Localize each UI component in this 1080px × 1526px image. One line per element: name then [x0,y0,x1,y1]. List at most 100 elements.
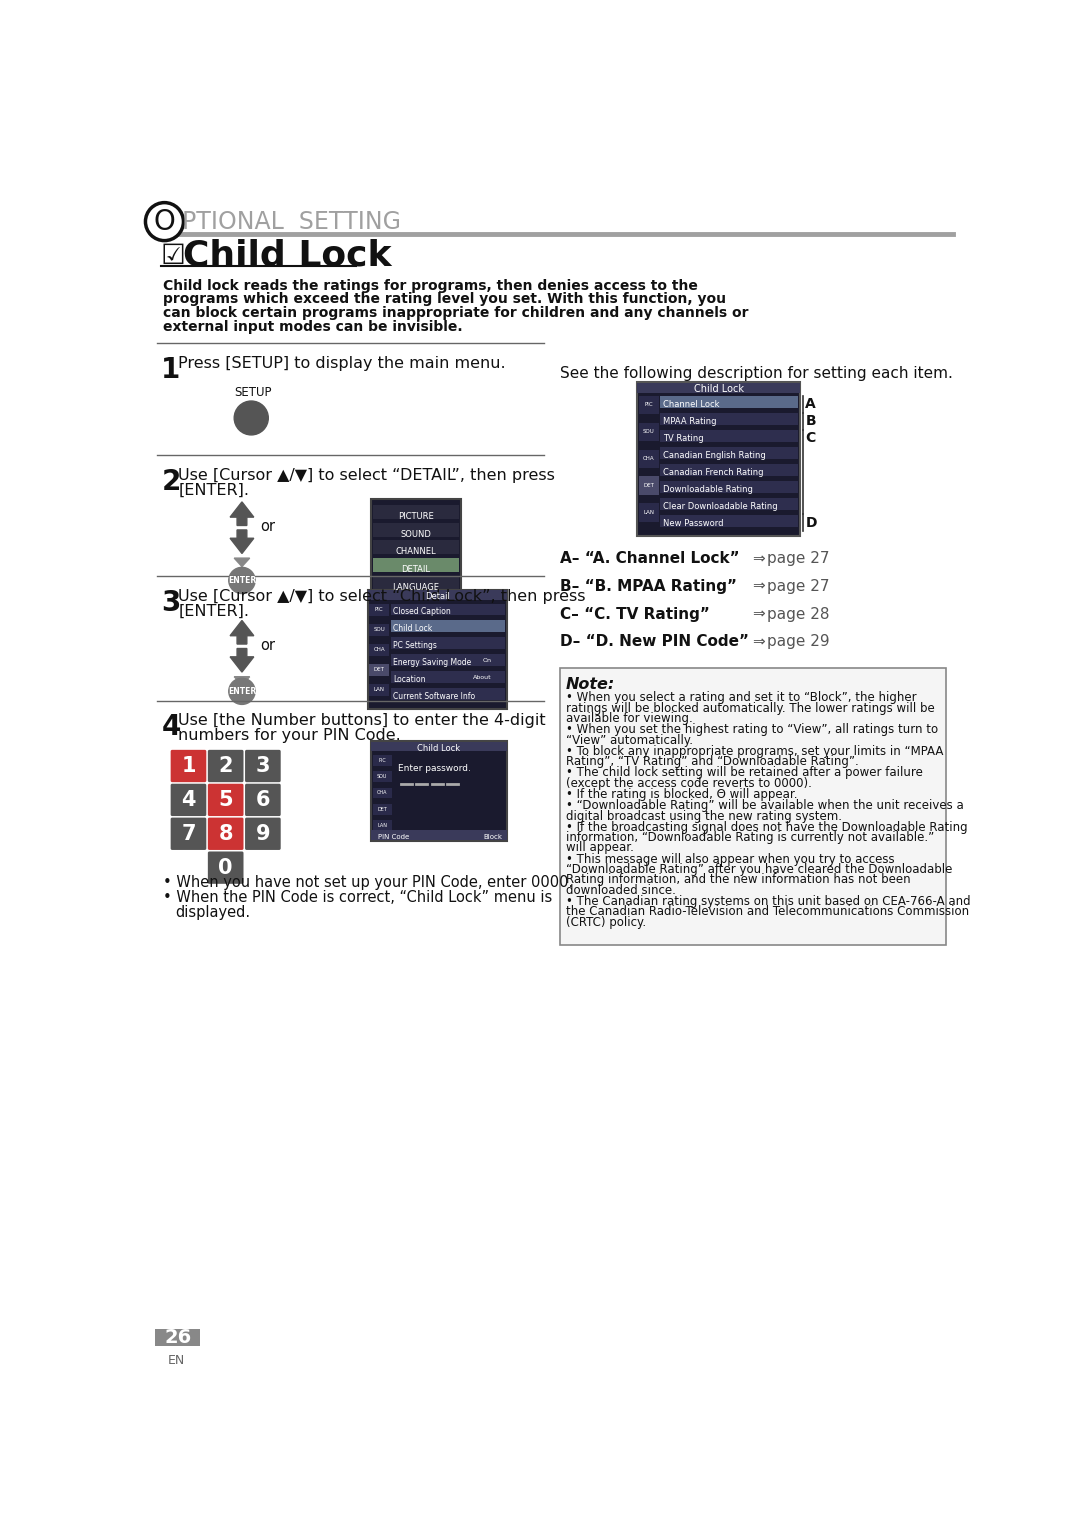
FancyBboxPatch shape [369,664,389,676]
Text: page 27: page 27 [768,578,829,594]
Text: 3: 3 [256,755,270,777]
FancyBboxPatch shape [156,1329,200,1346]
Text: • The child lock setting will be retained after a power failure: • The child lock setting will be retaine… [566,766,922,780]
FancyBboxPatch shape [391,655,505,665]
Text: Downloadable Rating: Downloadable Rating [663,485,753,494]
Text: • When you have not set up your PIN Code, enter 0000.: • When you have not set up your PIN Code… [163,874,573,890]
Text: B: B [806,414,816,429]
Text: will appear.: will appear. [566,841,634,855]
FancyBboxPatch shape [367,591,507,600]
Text: PIC: PIC [645,403,653,407]
Text: • “Downloadable Rating” will be available when the unit receives a: • “Downloadable Rating” will be availabl… [566,800,963,812]
Text: Channel Lock: Channel Lock [663,400,719,409]
FancyBboxPatch shape [661,514,798,526]
Text: • This message will also appear when you try to access: • This message will also appear when you… [566,853,894,865]
Text: D– “D. New PIN Code”: D– “D. New PIN Code” [559,635,748,650]
Text: (except the access code reverts to 0000).: (except the access code reverts to 0000)… [566,777,812,790]
Text: 1: 1 [161,356,180,383]
FancyBboxPatch shape [372,742,507,751]
FancyBboxPatch shape [638,476,659,494]
Text: Clear Downloadable Rating: Clear Downloadable Rating [663,502,778,511]
Text: Closed Caption: Closed Caption [393,607,450,617]
Text: Rating information, and the new information has not been: Rating information, and the new informat… [566,873,910,887]
FancyBboxPatch shape [373,819,392,830]
Text: O: O [153,208,175,235]
Text: information, “Downloadable Rating is currently not available.”: information, “Downloadable Rating is cur… [566,832,934,844]
FancyBboxPatch shape [373,523,459,537]
FancyBboxPatch shape [391,671,505,682]
Text: EN: EN [167,1354,185,1366]
Text: • When the PIN Code is correct, “Child Lock” menu is: • When the PIN Code is correct, “Child L… [163,890,552,905]
FancyBboxPatch shape [559,668,946,946]
Text: • When you set the highest rating to “View”, all ratings turn to: • When you set the highest rating to “Vi… [566,723,939,736]
FancyBboxPatch shape [171,818,206,850]
FancyBboxPatch shape [391,604,505,615]
FancyBboxPatch shape [207,818,243,850]
Text: CHANNEL: CHANNEL [395,548,436,557]
FancyBboxPatch shape [207,852,243,884]
Polygon shape [234,559,249,566]
Text: [ENTER].: [ENTER]. [178,604,249,618]
Text: 2: 2 [218,755,233,777]
Text: SETUP: SETUP [234,386,272,398]
Text: LANGUAGE: LANGUAGE [392,583,440,592]
Text: PC Settings: PC Settings [393,641,437,650]
Circle shape [234,401,268,435]
FancyBboxPatch shape [661,397,798,407]
FancyBboxPatch shape [369,644,389,656]
Text: ⇒: ⇒ [752,578,765,594]
Text: Canadian English Rating: Canadian English Rating [663,452,766,459]
Text: Child Lock: Child Lock [693,385,743,394]
FancyBboxPatch shape [245,818,281,850]
FancyBboxPatch shape [373,559,459,572]
Text: displayed.: displayed. [175,905,251,920]
FancyBboxPatch shape [661,447,798,459]
Text: 26: 26 [164,1328,191,1347]
Polygon shape [230,530,254,554]
Text: ⇒: ⇒ [752,635,765,650]
Text: numbers for your PIN Code.: numbers for your PIN Code. [178,728,401,743]
Text: Use [Cursor ▲/▼] to select “Child Lock”, then press: Use [Cursor ▲/▼] to select “Child Lock”,… [178,589,585,604]
Text: B– “B. MPAA Rating”: B– “B. MPAA Rating” [559,578,737,594]
Text: Child Lock: Child Lock [393,624,432,633]
Text: PICTURE: PICTURE [397,511,433,520]
Text: 6: 6 [256,790,270,810]
FancyBboxPatch shape [245,784,281,816]
Text: Block: Block [484,833,503,839]
Text: Current Software Info: Current Software Info [393,693,475,700]
FancyBboxPatch shape [373,772,392,783]
Text: CHA: CHA [377,790,388,795]
Text: SOU: SOU [374,627,384,632]
Text: Rating”, “TV Rating” and “Downloadable Rating”.: Rating”, “TV Rating” and “Downloadable R… [566,755,859,768]
Text: downloaded since.: downloaded since. [566,884,676,897]
Text: 0: 0 [218,858,233,877]
Text: Child lock reads the ratings for programs, then denies access to the: Child lock reads the ratings for program… [163,279,698,293]
FancyBboxPatch shape [391,688,505,700]
Text: digital broadcast using the new rating system.: digital broadcast using the new rating s… [566,809,842,823]
Text: ENTER: ENTER [228,687,256,696]
Text: can block certain programs inappropriate for children and any channels or: can block certain programs inappropriate… [163,307,748,320]
FancyBboxPatch shape [637,383,800,392]
FancyBboxPatch shape [373,755,392,766]
Text: 3: 3 [161,589,180,617]
FancyBboxPatch shape [638,395,659,414]
Text: SOUND: SOUND [400,530,431,539]
Text: • When you select a rating and set it to “Block”, the higher: • When you select a rating and set it to… [566,691,917,705]
Text: page 29: page 29 [768,635,831,650]
Text: C– “C. TV Rating”: C– “C. TV Rating” [559,607,710,621]
FancyBboxPatch shape [661,481,798,493]
FancyBboxPatch shape [369,604,389,617]
Text: Note:: Note: [566,678,616,693]
Text: LAN: LAN [644,510,654,516]
Text: programs which exceed the rating level you set. With this function, you: programs which exceed the rating level y… [163,293,726,307]
Polygon shape [230,621,254,644]
Text: 1: 1 [181,755,195,777]
FancyBboxPatch shape [637,382,800,536]
Text: 2: 2 [161,468,180,496]
Text: About: About [473,674,491,681]
Text: • If the broadcasting signal does not have the Downloadable Rating: • If the broadcasting signal does not ha… [566,821,968,833]
FancyBboxPatch shape [373,787,392,798]
FancyBboxPatch shape [661,464,798,476]
FancyBboxPatch shape [171,784,206,816]
Polygon shape [230,502,254,525]
